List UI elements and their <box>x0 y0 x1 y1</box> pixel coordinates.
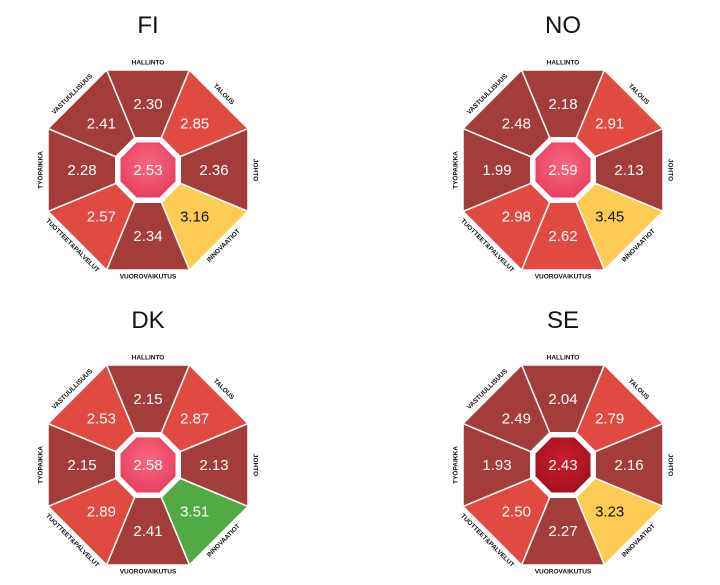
segment-fill <box>461 68 565 172</box>
segment-value: 2.87 <box>180 410 209 427</box>
segment-value: 2.27 <box>548 523 577 540</box>
category-label: JOHTO <box>251 454 258 476</box>
segment-value: 2.62 <box>548 228 577 245</box>
segment-value: 2.85 <box>180 115 209 132</box>
category-label: VUOROVAIKUTUS <box>120 569 177 576</box>
segment-value: 2.15 <box>133 391 162 408</box>
panel-se: SE 2.43 2.04 HALLINTO 2.79 TALOUS 2.16 JOHTO 3.… <box>433 295 693 580</box>
segment-value: 1.99 <box>482 162 511 179</box>
category-label: HALLINTO <box>132 60 165 67</box>
segment-vastuullisuus <box>46 363 150 467</box>
panel-title: NO <box>545 12 581 39</box>
category-label: VUOROVAIKUTUS <box>535 274 592 281</box>
segment-value: 2.30 <box>133 96 162 113</box>
category-label: HALLINTO <box>132 355 165 362</box>
segment-vastuullisuus <box>46 68 150 172</box>
segment-value: 2.28 <box>67 162 96 179</box>
center-octagon <box>120 142 176 198</box>
segment-value: 3.45 <box>595 209 624 226</box>
category-label: VUOROVAIKUTUS <box>120 274 177 281</box>
category-label: TYÖPAIKKA <box>36 151 45 189</box>
segment-vastuullisuus <box>461 68 565 172</box>
segment-fill <box>461 363 565 467</box>
segment-value: 1.93 <box>482 457 511 474</box>
center-octagon <box>535 142 591 198</box>
segment-value: 3.16 <box>180 209 209 226</box>
panel-title: FI <box>137 12 159 39</box>
category-label: JOHTO <box>666 159 673 181</box>
segment-value: 2.98 <box>502 209 531 226</box>
segment-value: 2.48 <box>502 115 531 132</box>
segment-value: 2.50 <box>502 504 531 521</box>
segment-value: 2.13 <box>199 457 228 474</box>
segment-value: 3.23 <box>595 504 624 521</box>
category-label: VUOROVAIKUTUS <box>535 569 592 576</box>
category-label: TYÖPAIKKA <box>451 151 460 189</box>
category-label: TYÖPAIKKA <box>36 446 45 484</box>
segment-fill <box>46 363 150 467</box>
panel-no: NO 2.59 2.18 HALLINTO 2.91 TALOUS 2.13 JOHTO 3.… <box>433 0 693 285</box>
segment-value: 2.49 <box>502 410 531 427</box>
center-value: 2.53 <box>133 162 162 179</box>
segment-value: 2.36 <box>199 162 228 179</box>
center-value: 2.59 <box>548 162 577 179</box>
panel-dk: DK 2.58 2.15 HALLINTO 2.87 TALOUS 2.13 JOHTO 3.… <box>18 295 278 580</box>
center-octagon <box>120 437 176 493</box>
center-octagon <box>535 437 591 493</box>
center-value: 2.58 <box>133 457 162 474</box>
segment-value: 2.18 <box>548 96 577 113</box>
segment-fill <box>46 68 150 172</box>
segment-value: 2.53 <box>87 410 116 427</box>
panel-fi: FI 2.53 2.30 HALLINTO 2.85 TALOUS 2.36 JOHTO 3.… <box>18 0 278 285</box>
panel-title: DK <box>131 307 165 334</box>
segment-value: 2.89 <box>87 504 116 521</box>
segment-value: 2.41 <box>87 115 116 132</box>
category-label: JOHTO <box>251 159 258 181</box>
segment-value: 2.16 <box>614 457 643 474</box>
category-label: HALLINTO <box>547 60 580 67</box>
segment-value: 2.79 <box>595 410 624 427</box>
segment-value: 2.34 <box>133 228 162 245</box>
category-label: HALLINTO <box>547 355 580 362</box>
center-value: 2.43 <box>548 457 577 474</box>
segment-value: 2.57 <box>87 209 116 226</box>
segment-value: 2.04 <box>548 391 577 408</box>
category-label: TYÖPAIKKA <box>451 446 460 484</box>
segment-value: 2.91 <box>595 115 624 132</box>
segment-value: 2.15 <box>67 457 96 474</box>
segment-value: 2.13 <box>614 162 643 179</box>
segment-vastuullisuus <box>461 363 565 467</box>
category-label: JOHTO <box>666 454 673 476</box>
segment-value: 3.51 <box>180 504 209 521</box>
panel-title: SE <box>546 307 579 334</box>
segment-value: 2.41 <box>133 523 162 540</box>
